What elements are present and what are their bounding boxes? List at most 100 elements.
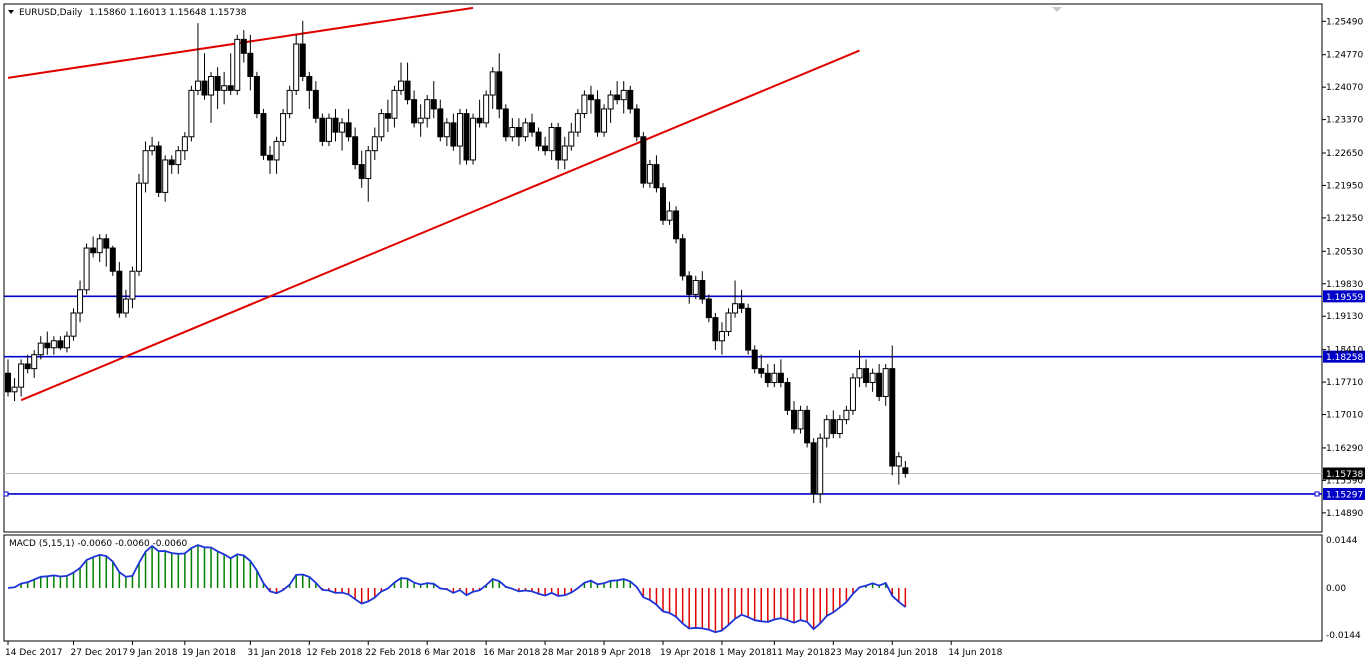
bull-candle [371, 136, 378, 152]
bear-candle [653, 164, 660, 189]
chart-menu-arrow-icon[interactable] [8, 10, 14, 14]
bull-candle [398, 80, 404, 91]
price-tick-label: 1.25490 [1326, 17, 1363, 27]
bull-candle [63, 335, 70, 349]
time-tick-label: 9 Apr 2018 [601, 648, 651, 658]
bear-candle [830, 419, 837, 435]
price-tick-label: 1.24070 [1326, 83, 1363, 93]
bear-candle [633, 108, 640, 138]
bull-candle [601, 108, 608, 133]
bear-candle [411, 99, 418, 124]
bear-candle [738, 303, 745, 309]
bull-candle [849, 377, 856, 411]
bear-candle [214, 75, 221, 91]
bear-candle [253, 75, 260, 115]
bear-candle [712, 317, 719, 342]
bull-candle [817, 437, 824, 495]
bull-candle [732, 303, 739, 314]
bull-candle [70, 312, 77, 337]
bull-candle [234, 38, 241, 91]
bull-candle [509, 126, 516, 138]
bull-candle [882, 368, 889, 397]
bear-candle [751, 349, 758, 370]
bear-candle [810, 442, 817, 495]
bull-candle [692, 280, 699, 295]
bull-candle [568, 131, 575, 147]
bear-candle [804, 409, 811, 444]
price-tick-label: 1.24770 [1326, 51, 1363, 61]
bear-candle [542, 145, 549, 152]
bull-candle [129, 270, 136, 300]
price-tick-label: 1.18410 [1326, 346, 1363, 356]
bear-candle [24, 363, 31, 370]
level-price-tag-text: 1.15297 [1326, 490, 1363, 500]
bear-candle [109, 247, 116, 272]
macd-tick-bottom: -0.0144 [1326, 631, 1361, 641]
time-tick-label: 19 Jan 2018 [182, 648, 236, 658]
bull-candle [365, 150, 372, 180]
price-tick-label: 1.17010 [1326, 411, 1363, 421]
bear-candle [863, 368, 870, 384]
bull-candle [37, 342, 44, 356]
time-tick-label: 14 Jun 2018 [948, 648, 1002, 658]
bull-candle [424, 99, 431, 119]
bear-candle [614, 94, 621, 101]
bull-candle [188, 89, 195, 138]
bear-candle [450, 122, 457, 147]
macd-label: MACD (5,15,1) -0.0060 -0.0060 -0.0060 [9, 539, 188, 549]
bull-candle [836, 419, 843, 435]
time-axis[interactable]: 14 Dec 2017 27 Dec 2017 9 Jan 2018 19 Jan 2… [5, 641, 1003, 658]
level-price-tag-text: 1.18258 [1326, 353, 1363, 363]
bull-candle [548, 126, 555, 152]
bear-candle [627, 89, 634, 110]
bull-candle [77, 289, 84, 314]
level-handle-right [1314, 491, 1320, 497]
ohlc-values: 1.15860 1.16013 1.15648 1.15738 [89, 8, 247, 18]
bull-candle [208, 75, 215, 96]
bull-candle [666, 210, 673, 221]
bear-candle [764, 372, 771, 384]
bear-candle [902, 467, 909, 474]
bear-candle [345, 122, 352, 138]
bear-candle [319, 117, 326, 142]
bear-candle [889, 368, 896, 467]
bear-candle [463, 113, 470, 161]
time-tick-label: 12 Feb 2018 [306, 648, 362, 658]
time-tick-label: 23 May 2018 [830, 648, 889, 658]
bear-candle [332, 117, 339, 133]
bull-candle [175, 150, 182, 166]
bull-candle [31, 354, 38, 370]
price-tick-label: 1.17710 [1326, 378, 1363, 388]
bear-candle [502, 108, 509, 138]
bull-candle [18, 363, 25, 388]
bull-candle [856, 368, 863, 379]
bear-candle [227, 85, 234, 91]
levels-layer: 1.19559 1.18258 1.15297 1.15738 [3, 6, 1365, 500]
bear-candle [587, 94, 594, 101]
bear-candle [404, 80, 411, 101]
candles-layer [5, 20, 909, 504]
time-tick-label: 4 Jun 2018 [889, 648, 938, 658]
time-tick-label: 19 Apr 2018 [660, 648, 716, 658]
bear-candle [358, 164, 365, 180]
bear-candle [90, 247, 97, 254]
bull-candle [718, 331, 725, 342]
bull-candle [823, 419, 830, 439]
time-tick-label: 28 Mar 2018 [542, 648, 599, 658]
bear-candle [430, 99, 437, 110]
level-price-tag [1323, 290, 1365, 303]
bear-candle [247, 52, 254, 77]
bear-candle [476, 117, 483, 124]
price-axis[interactable]: 1.25490 1.24770 1.24070 1.23370 1.22650 1.219… [1322, 17, 1363, 519]
price-tick-label: 1.14890 [1326, 509, 1363, 519]
chart-shift-marker-icon[interactable] [1052, 7, 1062, 12]
bull-candle [194, 80, 201, 91]
bull-candle [162, 159, 169, 193]
bear-candle [686, 275, 693, 295]
macd-axis: 0.0144 0.00 -0.0144 [1326, 536, 1361, 641]
bear-candle [44, 342, 51, 349]
price-tick-label: 1.19130 [1326, 312, 1363, 322]
level-handle-left [3, 491, 9, 497]
